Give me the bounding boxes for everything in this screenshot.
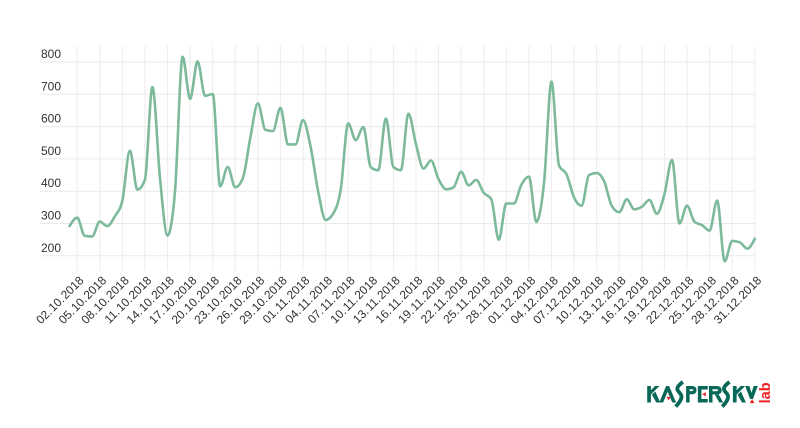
svg-text:800: 800 [41, 47, 61, 61]
svg-text:lab: lab [758, 382, 774, 403]
svg-text:600: 600 [41, 112, 61, 126]
svg-text:400: 400 [41, 176, 61, 190]
svg-text:700: 700 [41, 79, 61, 93]
svg-text:300: 300 [41, 209, 61, 223]
svg-text:200: 200 [41, 241, 61, 255]
svg-text:500: 500 [41, 144, 61, 158]
